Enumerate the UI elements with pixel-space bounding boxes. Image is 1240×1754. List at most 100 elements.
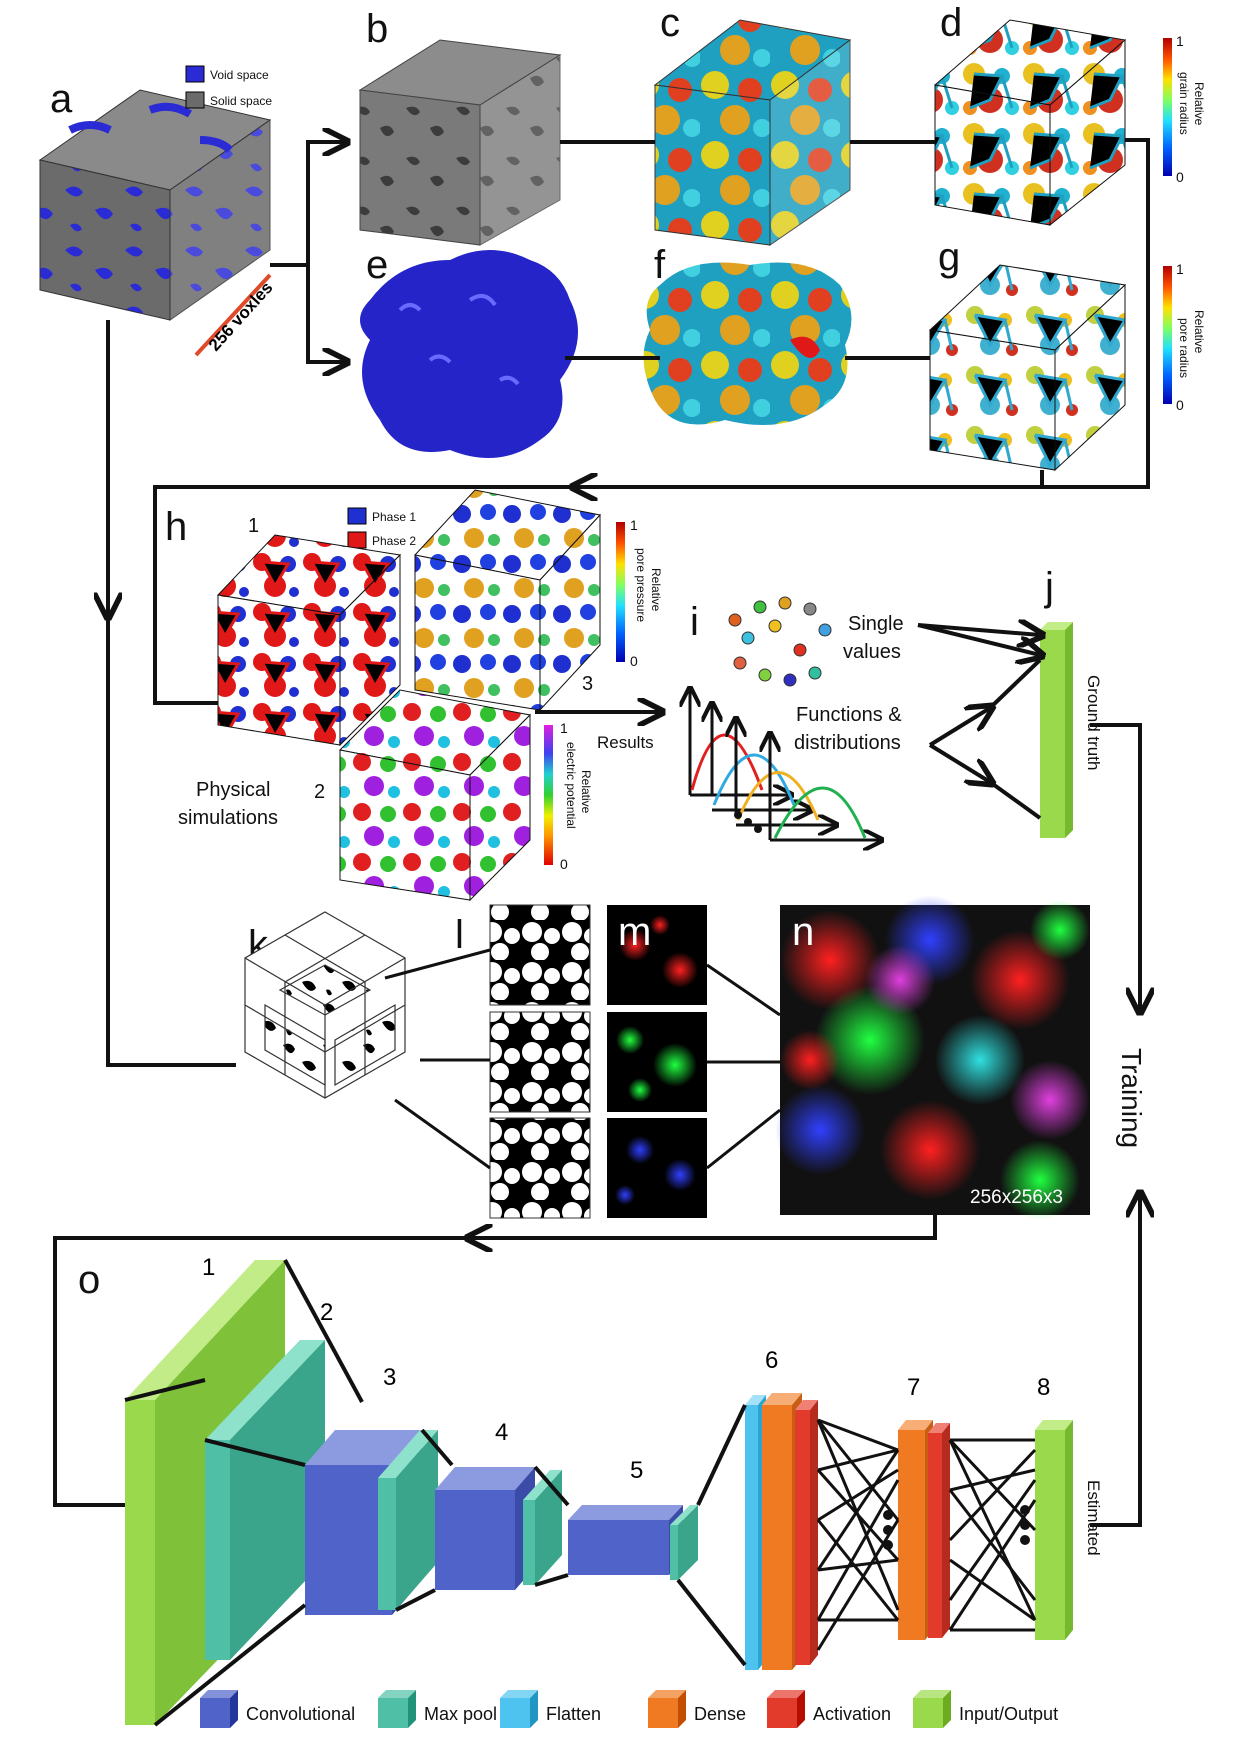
colorbar-h2-label-2: electric potential (564, 742, 578, 829)
layer-number-5: 5 (630, 1457, 643, 1484)
panel-label-i: i (690, 600, 699, 644)
panel-label-l: l (455, 913, 464, 957)
layer-7-activation (928, 1423, 950, 1638)
layer-number-6: 6 (765, 1347, 778, 1374)
layer-4-maxpool (523, 1470, 562, 1585)
void-swatch (185, 65, 205, 83)
rgb-image-n (775, 895, 1090, 1220)
o-input-line (53, 1236, 470, 1507)
ellipsis-dots (883, 1505, 1030, 1550)
layer-5-maxpool (670, 1505, 698, 1580)
cube-h3-pressure (414, 489, 601, 712)
scale-label: 256 voxles (205, 278, 277, 355)
colorbar-h3-label-1: Relative (649, 568, 663, 612)
physical-simulations-line2: simulations (178, 807, 278, 829)
colorbar-h3-label-2: pore pressure (634, 548, 648, 622)
cube-a (38, 89, 272, 321)
legend-label-dense: Dense (694, 1704, 746, 1724)
physical-simulations-line1: Physical (196, 779, 270, 801)
colorbar-h3-min: 0 (630, 653, 638, 669)
k-l-connectors (384, 948, 491, 1170)
h-number-1: 1 (248, 515, 259, 537)
results-label: Results (597, 733, 654, 752)
n-to-o-arrow (470, 1215, 937, 1238)
single-values-dots (728, 596, 832, 687)
n-size-label: 256x256x3 (970, 1187, 1063, 1208)
layer-number-4: 4 (495, 1419, 508, 1446)
m-n-connectors (706, 963, 781, 1170)
ground-truth-bar (1040, 622, 1073, 838)
h-number-2: 2 (314, 781, 325, 803)
cube-h2-potential (338, 689, 532, 902)
functions-line2: distributions (794, 732, 901, 754)
phase2-swatch (347, 531, 367, 549)
panel-label-c: c (660, 1, 680, 45)
estimated-label: Estimated (1084, 1480, 1103, 1556)
colorbar-h2-scale (544, 725, 553, 865)
phase2-label: Phase 2 (372, 534, 416, 548)
colorbar-h3: 1 0 Relative pore pressure (616, 517, 663, 669)
colorbar-g-scale (1163, 266, 1172, 404)
layer-5-conv (568, 1505, 683, 1575)
solid-swatch (185, 91, 205, 109)
functions-line1: Functions & (796, 704, 902, 726)
cube-k-slices (244, 911, 406, 1099)
h-phase-legend: Phase 1 Phase 2 (347, 507, 416, 549)
layer-4-conv (435, 1467, 535, 1590)
legend-swatch-inputoutput (913, 1690, 951, 1728)
colorbar-d-min: 0 (1176, 169, 1184, 185)
panel-label-d: d (940, 1, 962, 45)
cube-d (933, 19, 1127, 227)
h-number-3: 3 (582, 673, 593, 695)
layer-7-dense (898, 1420, 933, 1640)
legend-label-inputoutput: Input/Output (959, 1704, 1058, 1724)
panel-label-g: g (938, 235, 960, 279)
ground-truth-label: Ground truth (1084, 675, 1103, 770)
panel-label-j: j (1044, 565, 1054, 609)
colorbar-h2: 1 0 Relative electric potential (544, 720, 593, 872)
colorbar-d-max: 1 (1176, 33, 1184, 49)
colorbar-g: 1 0 Relative pore radius (1163, 261, 1206, 413)
legend-label-activation: Activation (813, 1704, 891, 1724)
channels-m (607, 905, 707, 1218)
colorbar-d-scale (1163, 38, 1172, 176)
void-space-label: Void space (210, 68, 269, 82)
scale-bar (194, 273, 272, 357)
dense-connections (816, 1418, 1037, 1651)
layer-legend: Convolutional Max pool Flatten Dense Activat… (200, 1690, 1058, 1728)
colorbar-d-label-1: Relative (1192, 82, 1206, 126)
solid-space-label: Solid space (210, 94, 272, 108)
slices-l (489, 904, 591, 1219)
layer-3-maxpool (378, 1430, 438, 1610)
legend-swatch-flatten (500, 1690, 538, 1728)
panel-label-f: f (654, 243, 666, 287)
layer-2-maxpool (205, 1340, 325, 1660)
colorbar-h3-scale (616, 522, 625, 662)
legend-label-flatten: Flatten (546, 1704, 601, 1724)
cube-g (928, 264, 1127, 472)
legend-a: Void space Solid space (185, 65, 272, 109)
colorbar-g-max: 1 (1176, 261, 1184, 277)
phase1-swatch (347, 507, 367, 525)
cube-f (643, 262, 852, 425)
layer-number-3: 3 (383, 1364, 396, 1391)
legend-swatch-maxpool (378, 1690, 416, 1728)
layer-numbers: 1 2 3 4 5 6 7 8 (202, 1254, 1050, 1484)
colorbar-g-label-2: pore radius (1177, 318, 1191, 378)
cube-b (358, 39, 562, 246)
cube-e (360, 250, 578, 458)
panel-label-o: o (78, 1258, 100, 1302)
top-connectors (108, 140, 1150, 1067)
distribution-plots (690, 690, 880, 840)
single-values-line2: values (843, 641, 901, 663)
training-label: Training (1116, 1048, 1147, 1148)
colorbar-h2-label-1: Relative (579, 770, 593, 814)
cube-h1-phases (216, 534, 402, 747)
legend-swatch-dense (648, 1690, 686, 1728)
colorbar-h2-max: 1 (560, 720, 568, 736)
layer-number-2: 2 (320, 1299, 333, 1326)
panel-label-b: b (366, 7, 388, 51)
colorbar-d: 1 0 Relative grain radius (1163, 33, 1206, 185)
layer-8-output (1035, 1420, 1073, 1640)
